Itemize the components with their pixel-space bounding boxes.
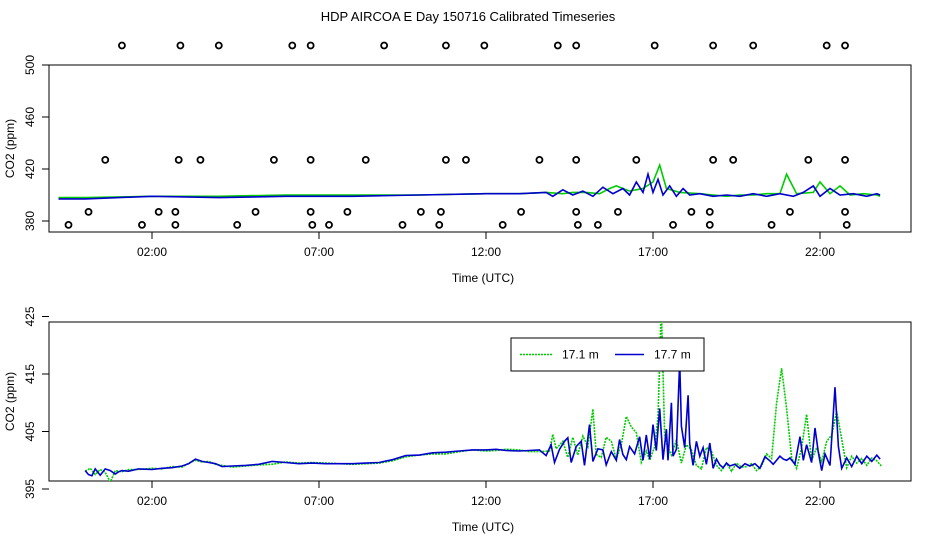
bottom-x-tick-label: 17:00 bbox=[638, 494, 668, 508]
marker-point bbox=[64, 220, 73, 229]
bottom-y-tick-label: 415 bbox=[23, 364, 37, 384]
marker-point bbox=[573, 220, 582, 229]
chart-title: HDP AIRCOA E Day 150716 Calibrated Times… bbox=[320, 9, 616, 24]
series-17-7-top-line bbox=[58, 171, 881, 200]
top-y-tick-label: 380 bbox=[23, 211, 37, 231]
marker-point bbox=[498, 220, 507, 229]
series-17-7-line bbox=[84, 361, 881, 477]
marker-point bbox=[171, 220, 180, 229]
marker-point bbox=[251, 207, 260, 216]
marker-point bbox=[437, 207, 445, 216]
marker-point bbox=[842, 220, 851, 229]
marker-point bbox=[361, 155, 370, 164]
marker-point bbox=[841, 155, 849, 164]
bottom-y-tick-label: 395 bbox=[23, 479, 37, 499]
marker-point bbox=[84, 207, 93, 216]
bottom-y-axis-label: CO2 (ppm) bbox=[3, 372, 17, 431]
bottom-x-axis-label: Time (UTC) bbox=[452, 520, 514, 534]
top-x-tick-label: 02:00 bbox=[137, 245, 167, 259]
marker-point bbox=[553, 41, 562, 50]
marker-point bbox=[669, 220, 677, 229]
marker-point bbox=[729, 155, 738, 164]
marker-point bbox=[804, 155, 813, 164]
marker-point bbox=[118, 41, 126, 50]
legend-label-17-7: 17.7 m bbox=[654, 348, 691, 362]
marker-point bbox=[308, 220, 317, 229]
top-y-tick-label: 500 bbox=[23, 55, 37, 75]
marker-point bbox=[709, 155, 718, 164]
marker-point bbox=[398, 220, 407, 229]
bottom-x-tick-label: 12:00 bbox=[471, 494, 501, 508]
top-y-tick-label: 420 bbox=[23, 159, 37, 179]
marker-point bbox=[138, 220, 146, 229]
marker-point bbox=[572, 41, 581, 50]
marker-point bbox=[480, 41, 489, 50]
top-x-axis-label: Time (UTC) bbox=[452, 271, 514, 285]
bottom-x-tick-label: 02:00 bbox=[137, 494, 167, 508]
top-x-tick-label: 07:00 bbox=[304, 245, 334, 259]
marker-point bbox=[709, 41, 718, 50]
marker-point bbox=[841, 41, 849, 50]
marker-point bbox=[270, 155, 278, 164]
marker-point bbox=[632, 155, 641, 164]
marker-point bbox=[705, 220, 714, 229]
legend-label-17-1: 17.1 m bbox=[562, 348, 599, 362]
bottom-y-tick-label: 425 bbox=[23, 306, 37, 326]
marker-point bbox=[593, 220, 602, 229]
top-x-tick-label: 22:00 bbox=[805, 245, 835, 259]
marker-point bbox=[325, 220, 333, 229]
marker-point bbox=[650, 41, 659, 50]
marker-point bbox=[687, 207, 696, 216]
series-17-1-line bbox=[84, 322, 883, 481]
marker-point bbox=[233, 220, 242, 229]
legend-box bbox=[510, 337, 705, 372]
marker-point bbox=[306, 41, 315, 50]
bottom-plot-frame bbox=[48, 321, 912, 482]
marker-point bbox=[416, 207, 425, 216]
marker-point bbox=[767, 220, 776, 229]
top-y-tick-label: 460 bbox=[23, 107, 37, 127]
bottom-x-tick-label: 07:00 bbox=[304, 494, 334, 508]
marker-point bbox=[822, 41, 831, 50]
marker-point bbox=[442, 155, 450, 164]
marker-point bbox=[572, 155, 581, 164]
marker-point bbox=[435, 220, 444, 229]
marker-point bbox=[101, 155, 110, 164]
marker-point bbox=[614, 207, 622, 216]
bottom-x-tick-label: 22:00 bbox=[805, 494, 835, 508]
top-plot-frame bbox=[48, 64, 912, 233]
marker-point bbox=[705, 207, 714, 216]
marker-point bbox=[380, 41, 389, 50]
marker-point bbox=[841, 207, 849, 216]
marker-point bbox=[306, 155, 315, 164]
marker-point bbox=[572, 207, 581, 216]
bottom-y-tick-label: 405 bbox=[23, 421, 37, 441]
marker-point bbox=[154, 207, 163, 216]
marker-point bbox=[786, 207, 794, 216]
marker-point bbox=[196, 155, 205, 164]
marker-point bbox=[306, 207, 315, 216]
marker-point bbox=[171, 207, 180, 216]
series-17-1-top-line bbox=[58, 162, 881, 199]
marker-point bbox=[517, 207, 525, 216]
marker-point bbox=[343, 207, 352, 216]
marker-point bbox=[288, 41, 297, 50]
top-y-axis-label: CO2 (ppm) bbox=[3, 119, 17, 178]
marker-point bbox=[174, 155, 183, 164]
marker-point bbox=[176, 41, 185, 50]
marker-point bbox=[535, 155, 544, 164]
marker-point bbox=[442, 41, 450, 50]
top-x-tick-label: 12:00 bbox=[471, 245, 501, 259]
marker-point bbox=[462, 155, 470, 164]
marker-point bbox=[214, 41, 223, 50]
top-x-tick-label: 17:00 bbox=[638, 245, 668, 259]
marker-point bbox=[749, 41, 758, 50]
